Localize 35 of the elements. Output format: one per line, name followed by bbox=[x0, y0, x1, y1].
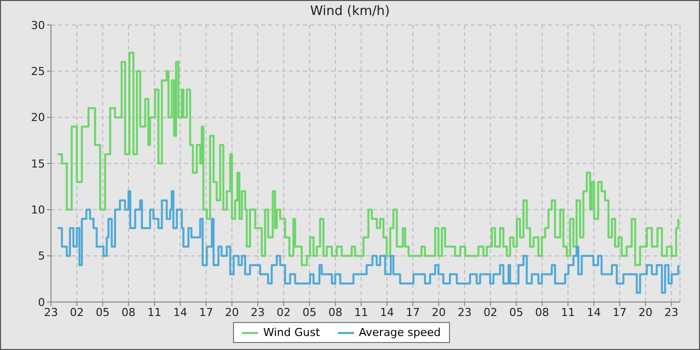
y-tick-label: 15 bbox=[31, 157, 45, 170]
chart-title: Wind (km/h) bbox=[309, 4, 391, 19]
x-tick-label: 23 bbox=[250, 306, 265, 319]
x-tick-label: 11 bbox=[147, 306, 162, 319]
y-tick-label: 30 bbox=[31, 18, 45, 32]
y-tick-label: 20 bbox=[31, 111, 45, 124]
x-tick-label: 17 bbox=[199, 306, 214, 319]
x-tick-label: 20 bbox=[638, 306, 653, 319]
x-tick-label: 20 bbox=[432, 306, 446, 319]
y-tick-label: 0 bbox=[38, 296, 45, 309]
legend-label: Wind Gust bbox=[263, 326, 320, 339]
legend-label: Average speed bbox=[358, 326, 441, 339]
x-tick-label: 23 bbox=[44, 306, 58, 319]
x-tick-label: 05 bbox=[509, 306, 524, 319]
x-tick-label: 20 bbox=[224, 306, 239, 319]
x-tick-label: 02 bbox=[70, 306, 84, 319]
x-tick-label: 08 bbox=[328, 306, 342, 319]
x-tick-label: 23 bbox=[458, 306, 472, 319]
x-tick-label: 05 bbox=[302, 306, 316, 319]
x-tick-label: 14 bbox=[173, 306, 188, 319]
y-tick-label: 5 bbox=[38, 250, 45, 263]
x-tick-label: 11 bbox=[560, 306, 575, 319]
x-tick-label: 02 bbox=[276, 306, 291, 319]
x-tick-label: 08 bbox=[122, 306, 136, 319]
x-tick-label: 17 bbox=[406, 306, 420, 319]
x-tick-label: 02 bbox=[483, 306, 498, 319]
y-tick-label: 10 bbox=[31, 204, 45, 217]
x-tick-label: 23 bbox=[664, 306, 678, 319]
x-tick-label: 14 bbox=[380, 306, 394, 319]
x-tick-label: 17 bbox=[612, 306, 627, 319]
y-tick-label: 25 bbox=[31, 65, 45, 78]
x-tick-label: 14 bbox=[586, 306, 601, 319]
x-tick-label: 08 bbox=[535, 306, 550, 319]
x-tick-label: 05 bbox=[96, 306, 110, 319]
x-tick-label: 11 bbox=[354, 306, 368, 319]
